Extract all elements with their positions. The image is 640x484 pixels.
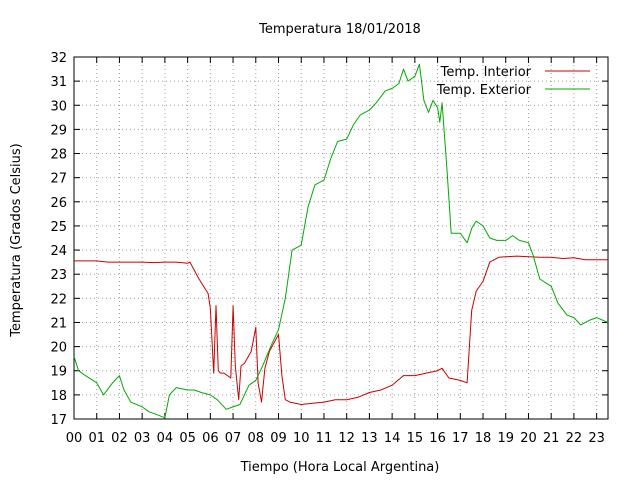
x-tick-label: 23 [588, 431, 605, 446]
x-tick-label: 09 [270, 431, 287, 446]
x-tick-label: 13 [361, 431, 378, 446]
x-tick-label: 21 [543, 431, 560, 446]
x-tick-label: 20 [520, 431, 537, 446]
y-tick-label: 21 [50, 316, 67, 331]
series-line-exterior [73, 63, 609, 419]
y-tick-label: 22 [50, 292, 67, 307]
y-tick-label: 23 [50, 268, 67, 283]
x-axis-label: Tiempo (Hora Local Argentina) [240, 460, 440, 475]
x-tick-label: 04 [157, 431, 174, 446]
series-group [73, 63, 609, 419]
y-tick-label: 30 [50, 99, 67, 114]
x-tick-label: 01 [88, 431, 105, 446]
y-axis-label: Temperatura (Grados Celsius) [9, 143, 24, 337]
grid [73, 56, 608, 420]
x-tick-label: 15 [407, 431, 424, 446]
y-tick-label: 27 [50, 172, 67, 187]
plot-border [73, 56, 609, 420]
x-tick-label: 17 [452, 431, 469, 446]
legend-label: Temp. Exterior [436, 83, 532, 98]
x-tick-label: 16 [429, 431, 446, 446]
y-tick-label: 24 [50, 244, 67, 259]
x-tick-label: 07 [225, 431, 242, 446]
x-tick-label: 14 [384, 431, 401, 446]
y-tick-label: 25 [50, 220, 67, 235]
x-tick-label: 18 [475, 431, 492, 446]
y-tick-label: 20 [50, 341, 67, 356]
x-tick-label: 00 [66, 431, 83, 446]
y-tick-label: 26 [50, 196, 67, 211]
axes: 17 18 19 20 21 22 23 24 25 26 27 28 29 30 31 32 00 01 02 03… [50, 51, 609, 446]
x-tick-label: 02 [111, 431, 128, 446]
x-tick-label: 10 [293, 431, 310, 446]
legend-label: Temp. Interior [440, 65, 532, 80]
y-tick-label: 29 [50, 123, 67, 138]
y-tick-label: 19 [50, 365, 67, 380]
y-tick-label: 18 [50, 389, 67, 404]
x-tick-label: 12 [338, 431, 355, 446]
x-tick-label: 08 [248, 431, 265, 446]
x-tick-label: 05 [179, 431, 196, 446]
x-tick-label: 03 [134, 431, 151, 446]
series-line-interior [74, 255, 608, 405]
y-tick-label: 28 [50, 148, 67, 163]
x-tick-label: 11 [316, 431, 333, 446]
x-tick-label: 19 [497, 431, 514, 446]
x-tick-label: 22 [566, 431, 583, 446]
y-tick-label: 31 [50, 75, 67, 90]
chart-title: Temperatura 18/01/2018 [258, 22, 421, 37]
x-tick-label: 06 [202, 431, 219, 446]
y-tick-label: 17 [50, 413, 67, 428]
legend: Temp. Interior Temp. Exterior [436, 65, 590, 98]
y-tick-label: 32 [50, 51, 67, 66]
